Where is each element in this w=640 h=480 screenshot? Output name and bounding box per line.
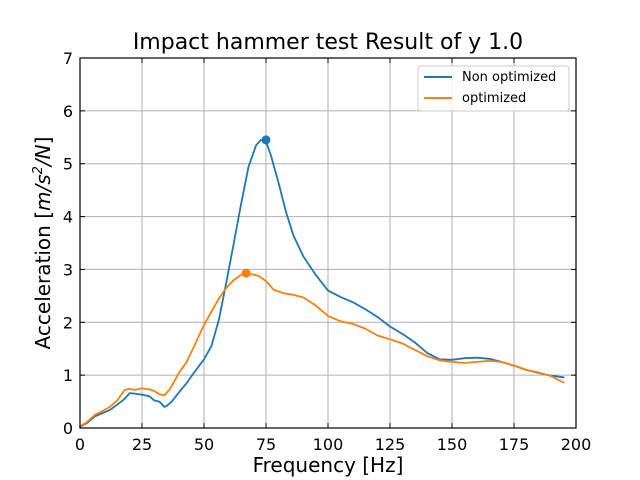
x-tick-label: 150 (437, 435, 468, 454)
y-tick-label: 0 (63, 419, 73, 438)
x-tick-label: 200 (561, 435, 592, 454)
legend-box (417, 65, 570, 112)
y-tick-label: 3 (63, 260, 73, 279)
x-tick-label: 175 (499, 435, 530, 454)
x-tick-label: 75 (256, 435, 276, 454)
y-tick-label: 1 (63, 366, 73, 385)
peak-marker-optimized (241, 268, 251, 278)
x-tick-label: 100 (313, 435, 344, 454)
peak-markers (241, 135, 271, 278)
y-tick-label: 4 (63, 208, 73, 227)
grid (79, 57, 577, 429)
series-line-non-optimized (79, 138, 565, 428)
legend: Non optimized optimized (417, 65, 570, 112)
x-axis-ticks: 0 25 50 75 100 125 150 175 200 (75, 58, 591, 454)
y-axis-label: Acceleration [m/s2/N] (31, 137, 55, 350)
series-lines (79, 138, 565, 428)
legend-label-non-optimized: Non optimized (462, 70, 556, 85)
series-line-optimized (79, 272, 565, 428)
y-axis-ticks: 0 1 2 3 4 5 6 7 (63, 49, 576, 438)
x-tick-label: 0 (75, 435, 85, 454)
y-tick-label: 7 (63, 49, 73, 68)
legend-label-optimized: optimized (462, 91, 526, 106)
y-tick-label: 6 (63, 102, 73, 121)
x-axis-label: Frequency [Hz] (253, 453, 404, 477)
x-tick-label: 50 (194, 435, 214, 454)
x-tick-label: 25 (132, 435, 152, 454)
x-tick-label: 125 (375, 435, 406, 454)
y-tick-label: 2 (63, 313, 73, 332)
y-tick-label: 5 (63, 155, 73, 174)
peak-marker-non-optimized (261, 135, 271, 145)
chart-title: Impact hammer test Result of y 1.0 (133, 30, 523, 55)
